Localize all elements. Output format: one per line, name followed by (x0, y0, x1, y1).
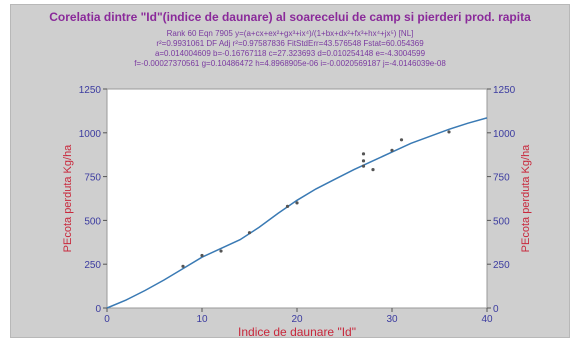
y-tick-label-right-0: 0 (493, 304, 499, 315)
x-tick-label-30: 30 (386, 314, 398, 325)
data-point-4 (285, 204, 290, 208)
data-point-10 (390, 148, 394, 152)
data-point-0 (181, 264, 185, 268)
data-point-12 (447, 130, 451, 134)
y-tick-label-left-1000: 1000 (79, 129, 102, 140)
y-tick-label-left-0: 0 (95, 304, 101, 315)
x-tick-label-40: 40 (481, 314, 493, 325)
data-point-8 (361, 164, 366, 168)
y-tick-label-right-1000: 1000 (493, 129, 516, 140)
y-tick-label-left-250: 250 (84, 260, 101, 271)
chart-frame: Corelatia dintre "Id"(indice de daunare)… (10, 4, 570, 339)
y-tick-label-right-1250: 1250 (493, 85, 516, 96)
y-axis-label-left: PEcota perduta Kg/ha (62, 144, 74, 253)
data-point-5 (295, 201, 299, 205)
data-point-7 (361, 159, 366, 163)
points-layer (181, 130, 451, 268)
stats-line-4: f=-0.00027370561 g=0.10486472 h=4.896890… (134, 59, 446, 68)
y-tick-label-left-500: 500 (84, 216, 101, 227)
data-point-9 (371, 167, 375, 172)
y-tick-label-right-750: 750 (493, 173, 510, 184)
stats-line-2: r²=0.9931061 DF Adj r²=0.97587836 FitStd… (156, 39, 424, 48)
y-axis-label-right: PEcota perduta Kg/ha (520, 144, 532, 253)
x-axis-label: Indice de daunare "Id" (238, 325, 356, 339)
data-point-2 (219, 249, 223, 253)
fit-curve (106, 117, 488, 309)
stats-line-1: Rank 60 Eqn 7905 y=(a+cx+ex²+gx³+ix⁴)/(1… (166, 29, 414, 38)
x-tick-label-20: 20 (291, 314, 303, 325)
data-point-3 (247, 231, 252, 235)
x-tick-label-10: 10 (196, 314, 208, 325)
data-point-11 (399, 138, 404, 142)
chart-title: Corelatia dintre "Id"(indice de daunare)… (49, 10, 531, 24)
y-tick-label-right-500: 500 (493, 216, 510, 227)
y-tick-label-left-1250: 1250 (79, 85, 102, 96)
x-tick-label-0: 0 (104, 314, 110, 325)
y-tick-label-left-750: 750 (84, 173, 101, 184)
plot-area (106, 88, 488, 309)
y-tick-label-right-250: 250 (493, 260, 510, 271)
data-point-6 (361, 152, 366, 156)
stats-line-3: a=0.014004609 b=-0.16767118 c=27.323693 … (154, 49, 426, 58)
data-point-1 (200, 253, 204, 258)
